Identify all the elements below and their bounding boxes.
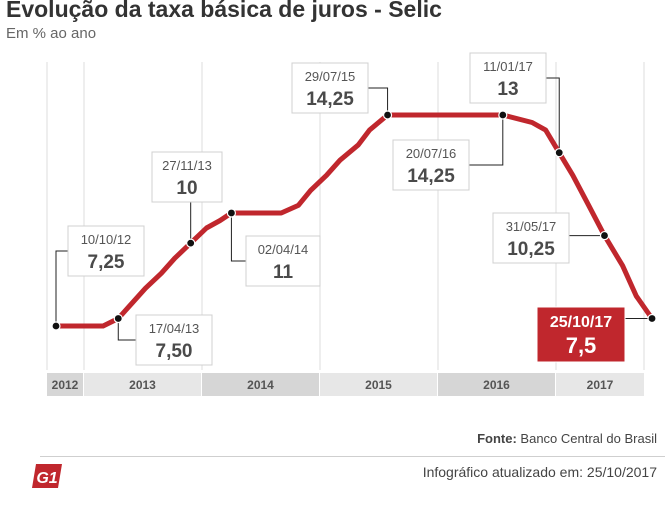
updated-label: Infográfico atualizado em:	[422, 464, 584, 480]
data-point-a3	[186, 238, 196, 248]
data-point-a7	[554, 148, 564, 158]
data-point-a1	[51, 321, 61, 331]
selic-series	[53, 112, 655, 329]
callout-box-a4	[245, 235, 321, 287]
callout-value-a3: 10	[176, 178, 197, 199]
callout-box-a8	[492, 212, 570, 264]
year-label-2012: 2012	[52, 378, 79, 392]
year-band-2012	[47, 373, 83, 396]
callout-date-a8: 31/05/17	[506, 219, 557, 234]
data-point-a9	[647, 313, 657, 324]
callout-value-a7: 13	[497, 79, 518, 100]
callouts: 10/10/12 7,25 17/04/13 7,50 27/11/13 10 02/04/…	[51, 52, 657, 366]
callout-value-a9: 7,5	[566, 333, 597, 358]
data-point-a2	[113, 313, 123, 324]
chart-title: Evolução da taxa básica de juros - Selic	[6, 0, 442, 22]
year-label-2015: 2015	[365, 378, 392, 392]
callout-value-a5: 14,25	[306, 89, 354, 110]
callout-box-a1	[67, 225, 145, 277]
callout-leaders	[55, 77, 653, 341]
g1-logo: G1	[32, 464, 62, 488]
data-point-a5	[382, 110, 393, 120]
updated-value: 25/10/2017	[586, 464, 657, 480]
callout-date-a7: 11/01/17	[483, 59, 533, 74]
year-label-2014: 2014	[247, 378, 274, 392]
callout-leader-a5	[368, 87, 389, 115]
g1-logo-text: G1	[36, 470, 57, 487]
callout-date-a9: 25/10/17	[550, 314, 612, 331]
year-band-2013	[84, 373, 201, 396]
callout-date-a1: 10/10/12	[81, 232, 132, 247]
callout-date-a3: 27/11/13	[162, 158, 212, 173]
year-band-2017	[556, 373, 644, 396]
year-label-2017: 2017	[587, 378, 614, 392]
callout-leader-a8	[568, 235, 605, 238]
g1-logo-icon	[32, 464, 62, 488]
callout-leader-a7	[546, 77, 560, 153]
callout-box-a5	[291, 62, 369, 114]
callout-date-a4: 02/04/14	[258, 242, 309, 257]
year-label-2016: 2016	[483, 378, 510, 392]
updated-note: Infográfico atualizado em: 25/10/2017	[423, 464, 657, 480]
callout-leader-a4	[230, 212, 246, 262]
data-point-a6	[498, 110, 508, 120]
callout-value-a1: 7,25	[88, 252, 125, 273]
callout-box-a3	[151, 151, 223, 203]
footer-divider	[40, 456, 665, 457]
callout-leader-a2	[117, 318, 136, 341]
callout-value-a6: 14,25	[407, 166, 455, 187]
chart-subtitle: Em % ao ano	[6, 25, 97, 42]
selic-line	[53, 112, 655, 329]
callout-value-a8: 10,25	[507, 239, 555, 260]
year-label-2013: 2013	[129, 378, 156, 392]
source-value: Banco Central do Brasil	[520, 431, 657, 446]
callout-leader-a6	[469, 115, 504, 166]
year-band-2016	[438, 373, 555, 396]
callout-box-a6	[392, 139, 470, 191]
year-axis: 2012 2013 2014 2015 2016 2017	[47, 373, 644, 396]
year-band-2014	[202, 373, 319, 396]
callout-box-a9	[536, 306, 626, 363]
callout-date-a6: 20/07/16	[406, 146, 457, 161]
callout-leader-a1	[55, 250, 68, 326]
year-band-2015	[320, 373, 437, 396]
callout-value-a2: 7,50	[156, 341, 193, 362]
selic-line-chart: 2012 2013 2014 2015 2016 2017 10/10/12 7,25 17/…	[46, 52, 657, 396]
source-note: Fonte: Banco Central do Brasil	[477, 431, 657, 446]
callout-date-a5: 29/07/15	[305, 69, 356, 84]
source-label: Fonte:	[477, 431, 517, 446]
callout-box-a2	[135, 314, 213, 366]
callout-box-a7	[469, 52, 547, 104]
callout-date-a2: 17/04/13	[149, 321, 200, 336]
data-point-a8	[599, 230, 610, 241]
callout-value-a4: 11	[273, 262, 294, 283]
data-point-a4	[226, 208, 237, 218]
